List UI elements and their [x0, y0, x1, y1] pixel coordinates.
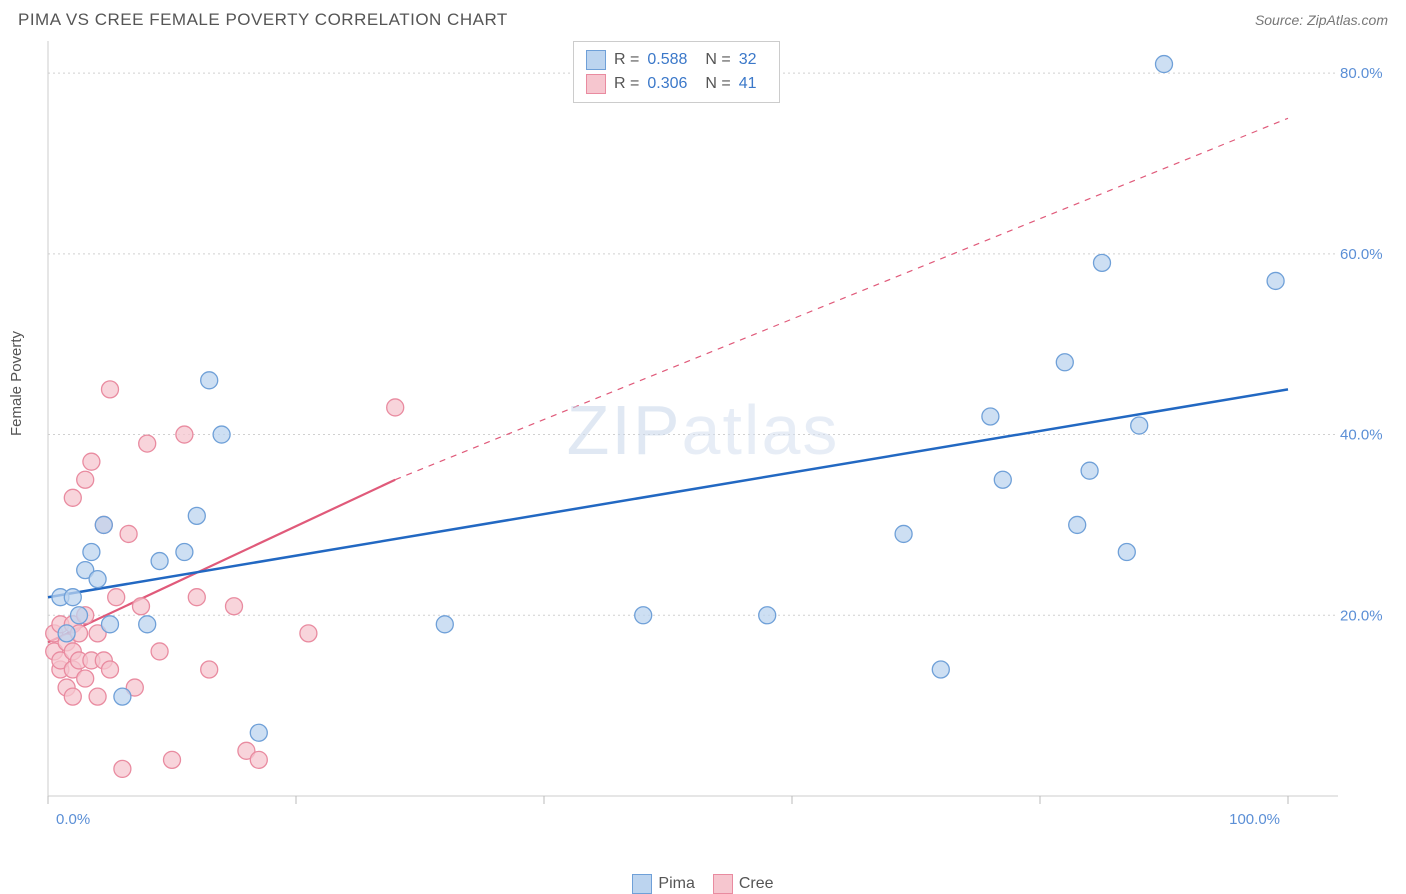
- svg-text:80.0%: 80.0%: [1340, 65, 1383, 82]
- legend-stats: R = 0.588 N = 32 R = 0.306 N = 41: [573, 41, 780, 103]
- legend-item: Pima: [632, 874, 694, 894]
- legend-swatch-icon: [586, 50, 606, 70]
- svg-text:60.0%: 60.0%: [1340, 246, 1383, 263]
- legend-stats-row: R = 0.588 N = 32: [586, 48, 767, 72]
- svg-text:20.0%: 20.0%: [1340, 607, 1383, 624]
- legend-swatch-icon: [586, 74, 606, 94]
- legend-item: Cree: [713, 874, 774, 894]
- svg-text:0.0%: 0.0%: [56, 811, 90, 828]
- chart-header: PIMA VS CREE FEMALE POVERTY CORRELATION …: [0, 0, 1406, 36]
- legend-swatch-icon: [713, 874, 733, 894]
- legend-series: Pima Cree: [18, 874, 1388, 894]
- chart-area: Female Poverty ZIPatlas 20.0%40.0%60.0%8…: [18, 36, 1388, 856]
- legend-stats-row: R = 0.306 N = 41: [586, 72, 767, 96]
- legend-swatch-icon: [632, 874, 652, 894]
- svg-text:40.0%: 40.0%: [1340, 427, 1383, 444]
- chart-source: Source: ZipAtlas.com: [1255, 12, 1388, 28]
- scatter-plot: 20.0% 40.0% 60.0% 80.0% 0.0% 100.0%: [18, 36, 1388, 856]
- y-axis-label: Female Poverty: [8, 331, 25, 436]
- svg-text:100.0%: 100.0%: [1229, 811, 1280, 828]
- chart-title: PIMA VS CREE FEMALE POVERTY CORRELATION …: [18, 10, 508, 30]
